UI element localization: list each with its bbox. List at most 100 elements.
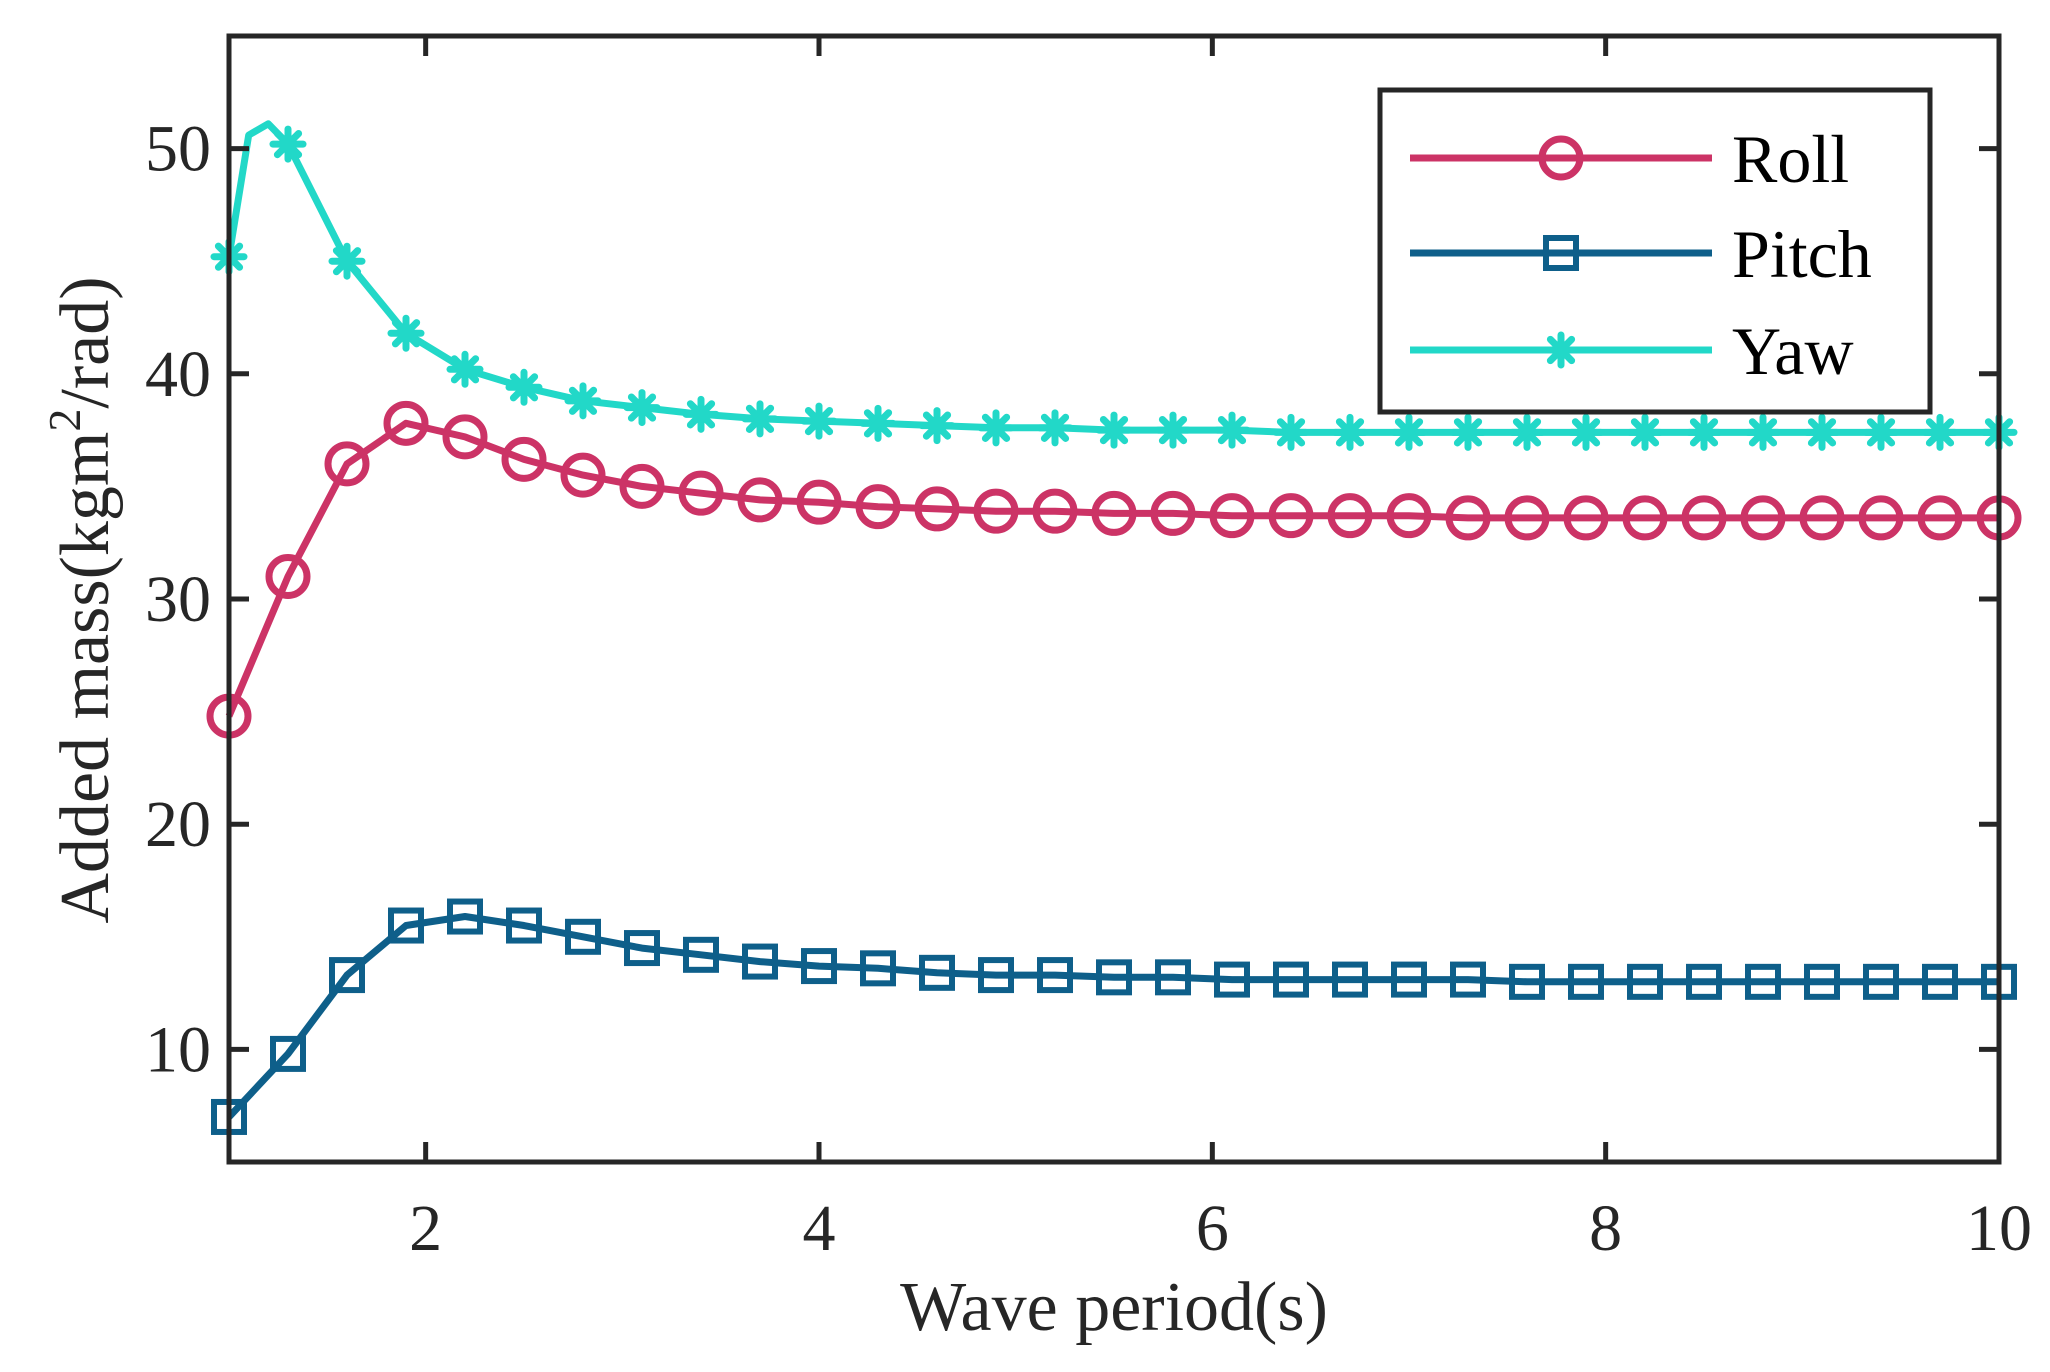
pitch-marker [1745,963,1781,1000]
yaw-marker [1154,411,1192,449]
x-tick-label: 2 [409,1192,442,1265]
y-axis-title-tail: /rad) [47,276,124,408]
y-tick-label: 30 [145,563,211,636]
roll-marker [1563,495,1609,541]
x-tick-label: 4 [803,1192,836,1265]
yaw-marker [859,404,897,442]
pitch-marker [860,950,896,987]
yaw-marker [1685,413,1723,451]
roll-marker [1209,493,1255,539]
yaw-marker [918,407,956,445]
yaw-marker [1272,413,1310,451]
roll-marker [1327,493,1373,539]
pitch-marker [1214,961,1250,998]
pitch-marker [683,936,719,973]
pitch-marker [1332,961,1368,998]
x-tick-label: 10 [1966,1192,2032,1265]
x-tick-label: 8 [1589,1192,1622,1265]
yaw-marker [1449,413,1487,451]
yaw-marker [505,368,543,406]
pitch-marker [270,1035,306,1072]
yaw-marker [800,402,838,440]
roll-marker [796,479,842,525]
x-axis-title: Wave period(s) [900,1269,1328,1346]
pitch-marker [1863,963,1899,1000]
yaw-marker [269,125,307,163]
yaw-marker [623,389,661,427]
yaw-marker [1626,413,1664,451]
y-tick-label: 20 [145,788,211,861]
y-tick-label: 40 [145,338,211,411]
pitch-marker [1450,961,1486,998]
roll-marker [973,488,1019,534]
legend-pitch-marker [1543,235,1579,271]
pitch-marker [624,930,660,967]
yaw-marker [328,242,366,280]
yaw-marker [1862,413,1900,451]
pitch-series-line [226,913,1999,1120]
roll-marker [324,441,370,487]
legend: Roll Pitch Yaw [1377,87,1933,415]
yaw-marker [1508,413,1546,451]
yaw-marker [564,382,602,420]
roll-marker [1917,495,1963,541]
roll-marker [1740,495,1786,541]
roll-marker [442,414,488,460]
yaw-marker [1803,413,1841,451]
roll-marker [1445,495,1491,541]
yaw-marker [1036,409,1074,447]
yaw-marker [977,409,1015,447]
pitch-marker [447,898,483,935]
pitch-marker [1686,963,1722,1000]
plot-markers-group [206,125,2022,1135]
roll-marker [1622,495,1668,541]
pitch-marker [978,957,1014,994]
yaw-marker [1567,413,1605,451]
pitch-marker [1627,963,1663,1000]
x-tick-labels: 2 4 6 8 10 [409,1192,2032,1265]
x-tick-label: 6 [1196,1192,1229,1265]
yaw-marker [1095,411,1133,449]
pitch-marker [1037,957,1073,994]
yaw-marker [1744,413,1782,451]
pitch-marker [1273,961,1309,998]
y-tick-label: 50 [145,113,211,186]
pitch-marker [1509,963,1545,1000]
axis-ticks [229,36,2002,1162]
roll-marker [265,553,311,599]
pitch-marker [388,907,424,944]
roll-series-line [225,419,1999,718]
roll-marker [560,452,606,498]
pitch-marker [1922,963,1958,1000]
roll-marker [383,400,429,446]
y-axis-title: Added mass(kgm2/rad) [39,276,124,923]
pitch-marker [1568,963,1604,1000]
pitch-marker [919,954,955,991]
pitch-marker [742,943,778,980]
y-tick-labels: 10 20 30 40 50 [145,113,211,1087]
pitch-marker [1096,959,1132,996]
roll-marker [1386,493,1432,539]
roll-marker [1799,495,1845,541]
pitch-marker [506,907,542,944]
pitch-marker [1804,963,1840,1000]
roll-marker [1504,495,1550,541]
legend-pitch-label: Pitch [1732,216,1872,292]
pitch-marker [565,918,601,955]
legend-yaw-label: Yaw [1732,313,1854,389]
yaw-marker [741,400,779,438]
roll-marker [914,486,960,532]
roll-marker [501,436,547,482]
yaw-marker [1331,413,1369,451]
y-axis-title-superscript: 2 [39,409,90,432]
yaw-marker [1213,411,1251,449]
y-axis-title-main: Added mass(kgm [47,432,124,924]
roll-marker [619,463,665,509]
roll-marker [1032,488,1078,534]
legend-roll-label: Roll [1732,121,1849,197]
pitch-marker [1155,959,1191,996]
roll-marker [1091,490,1137,536]
roll-marker [855,484,901,530]
yaw-marker [1921,413,1959,451]
